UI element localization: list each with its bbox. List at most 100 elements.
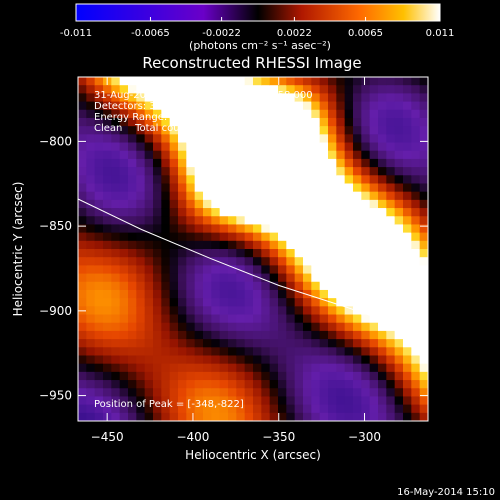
heatmap-cell: [203, 158, 212, 168]
heatmap-cell: [161, 339, 171, 348]
heatmap-cell: [361, 265, 371, 275]
heatmap-cell: [236, 216, 246, 226]
heatmap-cell: [228, 134, 237, 144]
heatmap-cell: [403, 347, 412, 357]
heatmap-cell: [186, 273, 196, 283]
heatmap-cell: [119, 388, 129, 398]
heatmap-cell: [286, 101, 296, 111]
heatmap-cell: [336, 101, 346, 111]
heatmap-cell: [419, 126, 428, 135]
heatmap-cell: [94, 380, 104, 389]
heatmap-cell: [269, 388, 279, 398]
heatmap-cell: [203, 281, 212, 291]
heatmap-cell: [136, 134, 146, 144]
heatmap-cell: [228, 93, 237, 103]
heatmap-cell: [178, 314, 187, 324]
heatmap-cell: [86, 167, 96, 176]
heatmap-cell: [253, 183, 262, 193]
heatmap-cell: [344, 355, 354, 365]
heatmap-cell: [336, 208, 346, 217]
heatmap-cell: [178, 183, 187, 193]
heatmap-cell: [403, 257, 412, 266]
heatmap-cell: [178, 281, 187, 291]
heatmap-cell: [178, 347, 187, 357]
heatmap-cell: [211, 396, 221, 406]
heatmap-cell: [394, 249, 404, 258]
heatmap-cell: [94, 183, 104, 193]
heatmap-cell: [211, 289, 221, 299]
heatmap-cell: [336, 257, 346, 266]
heatmap-cell: [403, 77, 412, 86]
heatmap-cell: [236, 134, 246, 144]
heatmap-cell: [219, 298, 229, 307]
heatmap-cell: [153, 412, 162, 421]
heatmap-cell: [394, 289, 404, 299]
heatmap-cell: [344, 404, 354, 414]
heatmap-cell: [153, 306, 162, 316]
heatmap-cell: [244, 117, 254, 127]
heatmap-cell: [328, 396, 337, 406]
heatmap-cell: [203, 150, 212, 160]
heatmap-cell: [111, 232, 121, 242]
heatmap-cell: [219, 109, 229, 119]
heatmap-cell: [319, 77, 329, 86]
heatmap-cell: [411, 355, 421, 365]
heatmap-cell: [269, 232, 279, 242]
heatmap-cell: [353, 109, 362, 119]
heatmap-cell: [128, 330, 137, 340]
heatmap-cell: [403, 150, 412, 160]
heatmap-cell: [186, 330, 196, 340]
heatmap-cell: [211, 298, 221, 307]
heatmap-cell: [203, 322, 212, 332]
heatmap-cell: [236, 142, 246, 152]
heatmap-cell: [161, 216, 171, 226]
heatmap-cell: [244, 134, 254, 144]
heatmap-cell: [319, 306, 329, 316]
heatmap-cell: [328, 265, 337, 275]
heatmap-cell: [186, 175, 196, 185]
heatmap-cell: [169, 322, 179, 332]
heatmap-cell: [353, 347, 362, 357]
heatmap-cell: [278, 257, 287, 266]
heatmap-cell: [419, 298, 428, 307]
heatmap-cell: [353, 216, 362, 226]
heatmap-cell: [386, 371, 396, 381]
heatmap-cell: [286, 109, 296, 119]
heatmap-cell: [311, 412, 321, 421]
heatmap-cell: [86, 322, 96, 332]
heatmap-cell: [411, 101, 421, 111]
heatmap-cell: [161, 273, 171, 283]
heatmap-cell: [228, 347, 237, 357]
heatmap-cell: [94, 191, 104, 201]
heatmap-cell: [194, 150, 204, 160]
heatmap-cell: [219, 199, 229, 209]
heatmap-cell: [369, 314, 379, 324]
heatmap-cell: [203, 380, 212, 389]
heatmap-cell: [111, 126, 121, 135]
heatmap-cell: [261, 232, 271, 242]
heatmap-cell: [419, 142, 428, 152]
heatmap-cell: [403, 183, 412, 193]
heatmap-cell: [403, 289, 412, 299]
heatmap-cell: [303, 167, 312, 176]
heatmap-cell: [369, 167, 379, 176]
heatmap-cell: [286, 191, 296, 201]
heatmap-cell: [253, 281, 262, 291]
heatmap-cell: [236, 240, 246, 250]
heatmap-cell: [378, 371, 387, 381]
heatmap-cell: [336, 355, 346, 365]
heatmap-cell: [211, 388, 221, 398]
heatmap-cell: [261, 289, 271, 299]
heatmap-cell: [278, 208, 287, 217]
heatmap-cell: [186, 388, 196, 398]
heatmap-cell: [394, 117, 404, 127]
heatmap-cell: [278, 412, 287, 421]
heatmap-cell: [219, 208, 229, 217]
heatmap-cell: [278, 322, 287, 332]
heatmap-cell: [103, 404, 112, 414]
heatmap-cell: [336, 306, 346, 316]
heatmap-cell: [144, 289, 154, 299]
heatmap-cell: [278, 363, 287, 373]
heatmap-cell: [186, 371, 196, 381]
y-tick-label: −800: [39, 134, 72, 148]
